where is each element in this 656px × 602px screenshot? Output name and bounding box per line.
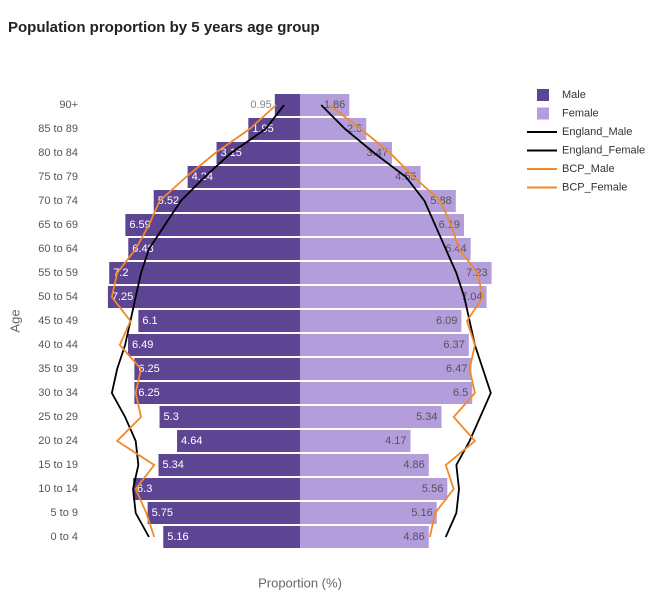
y-tick-label: 75 to 79 (38, 171, 78, 183)
bar (300, 454, 429, 476)
bar (128, 334, 300, 356)
legend-label: Female (562, 107, 599, 119)
data-label: 6.19 (439, 219, 460, 231)
data-label: 6.49 (132, 339, 153, 351)
bar (300, 238, 471, 260)
data-label: 4.86 (403, 531, 424, 543)
bar (177, 430, 300, 452)
y-tick-label: 65 to 69 (38, 219, 78, 231)
legend-label: BCP_Female (562, 181, 627, 193)
y-tick-label: 25 to 29 (38, 411, 78, 423)
data-label: 6.3 (137, 483, 152, 495)
bar (147, 502, 300, 524)
bar (187, 166, 300, 188)
bar (107, 286, 300, 308)
bar (300, 502, 437, 524)
y-tick-label: 50 to 54 (38, 291, 78, 303)
bar (163, 526, 300, 548)
chart-title: Population proportion by 5 years age gro… (8, 19, 320, 36)
bar (300, 166, 421, 188)
bar (300, 406, 442, 428)
line (110, 104, 277, 538)
bar (128, 238, 300, 260)
bar (300, 430, 411, 452)
bar (133, 478, 300, 500)
data-label: 4.86 (403, 459, 424, 471)
bar (300, 262, 492, 284)
data-label: 6.5 (453, 387, 468, 399)
data-label: 5.34 (162, 459, 183, 471)
y-tick-label: 20 to 24 (38, 435, 78, 447)
bar (274, 94, 300, 116)
bar (300, 310, 462, 332)
line (320, 104, 492, 538)
data-label: 5.16 (167, 531, 188, 543)
legend-label: BCP_Male (562, 163, 615, 175)
y-tick-label: 35 to 39 (38, 363, 78, 375)
bar (300, 286, 487, 308)
y-tick-label: 10 to 14 (38, 483, 78, 495)
bar (300, 526, 429, 548)
y-tick-label: 15 to 19 (38, 459, 78, 471)
y-tick-label: 40 to 44 (38, 339, 78, 351)
bar (159, 406, 300, 428)
bar (134, 382, 300, 404)
legend-label: England_Female (562, 144, 645, 156)
bar (134, 358, 300, 380)
bar (300, 478, 448, 500)
data-label: 7.04 (461, 291, 482, 303)
data-label: 7.25 (112, 291, 133, 303)
legend-swatch (537, 89, 549, 101)
data-label: 3.47 (367, 147, 388, 159)
y-tick-label: 0 to 4 (50, 531, 78, 543)
bar (300, 142, 392, 164)
data-label: 5.3 (164, 411, 179, 423)
y-tick-label: 30 to 34 (38, 387, 78, 399)
y-tick-label: 80 to 84 (38, 147, 78, 159)
data-label: 0.95 (250, 99, 271, 111)
bar (300, 214, 465, 236)
data-label: 4.17 (385, 435, 406, 447)
bar (300, 358, 472, 380)
bar (248, 118, 300, 140)
bar (109, 262, 300, 284)
bar (300, 118, 367, 140)
data-label: 6.09 (436, 315, 457, 327)
y-tick-label: 90+ (59, 99, 78, 111)
data-label: 1.86 (324, 99, 345, 111)
y-tick-label: 70 to 74 (38, 195, 78, 207)
data-label: 6.1 (142, 315, 157, 327)
y-axis-label: Age (7, 309, 22, 332)
data-label: 5.34 (416, 411, 437, 423)
legend-label: Male (562, 89, 586, 101)
y-tick-label: 45 to 49 (38, 315, 78, 327)
data-label: 5.16 (411, 507, 432, 519)
y-tick-label: 55 to 59 (38, 267, 78, 279)
line (328, 104, 484, 538)
data-label: 2.5 (347, 123, 362, 135)
bar (300, 334, 469, 356)
data-label: 6.25 (138, 387, 159, 399)
bar (158, 454, 300, 476)
legend-label: England_Male (562, 126, 632, 138)
data-label: 6.25 (138, 363, 159, 375)
bar (153, 190, 300, 212)
x-axis-label: Proportion (%) (258, 575, 342, 590)
data-label: 6.59 (129, 219, 150, 231)
y-tick-label: 85 to 89 (38, 123, 78, 135)
legend-swatch (537, 107, 549, 120)
bar (138, 310, 300, 332)
data-label: 6.37 (443, 339, 464, 351)
data-label: 6.47 (446, 363, 467, 375)
data-label: 4.64 (181, 435, 202, 447)
data-label: 5.56 (422, 483, 443, 495)
bar (300, 382, 473, 404)
y-tick-label: 5 to 9 (50, 507, 78, 519)
data-label: 5.75 (152, 507, 173, 519)
bar (216, 142, 300, 164)
bar (300, 190, 456, 212)
y-tick-label: 60 to 64 (38, 243, 78, 255)
